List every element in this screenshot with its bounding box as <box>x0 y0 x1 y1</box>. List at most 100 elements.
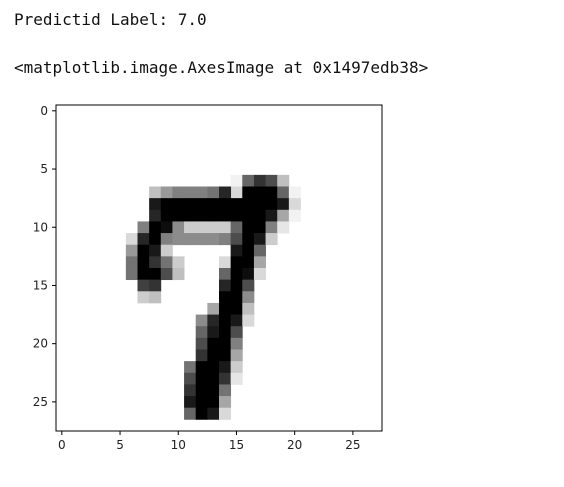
image-pixel <box>230 186 243 199</box>
image-pixel <box>207 221 220 234</box>
image-pixel <box>207 233 220 246</box>
y-tick-label: 25 <box>33 395 48 409</box>
image-pixel <box>172 268 185 281</box>
image-pixel <box>219 279 232 292</box>
image-pixel <box>137 244 150 257</box>
image-pixel <box>195 396 208 409</box>
image-pixel <box>277 209 290 222</box>
image-pixel <box>160 221 173 234</box>
image-pixel <box>160 268 173 281</box>
image-pixel <box>219 337 232 350</box>
image-pixel <box>219 256 232 269</box>
y-axis-ticks: 0 5 10 15 20 25 <box>33 104 56 409</box>
image-pixel <box>172 209 185 222</box>
image-pixel <box>230 314 243 327</box>
prediction-output-line: Predictid Label: 7.0 <box>14 10 207 29</box>
image-pixel <box>219 186 232 199</box>
image-pixel <box>207 384 220 397</box>
image-pixel <box>195 314 208 327</box>
image-pixel <box>230 256 243 269</box>
image-pixel <box>137 279 150 292</box>
image-pixel <box>207 396 220 409</box>
image-pixel <box>207 407 220 420</box>
x-tick-label: 10 <box>171 438 186 452</box>
image-pixel <box>149 233 162 246</box>
image-pixel <box>160 256 173 269</box>
image-pixel <box>149 291 162 304</box>
image-pixel <box>265 221 278 234</box>
image-pixel <box>184 407 197 420</box>
image-pixel <box>207 372 220 385</box>
image-pixel <box>195 384 208 397</box>
image-pixel <box>207 302 220 315</box>
image-pixel <box>137 221 150 234</box>
image-pixel <box>230 268 243 281</box>
y-tick-label: 0 <box>40 104 48 118</box>
image-pixel <box>172 233 185 246</box>
image-pixel <box>137 256 150 269</box>
image-pixel <box>137 291 150 304</box>
image-pixel <box>265 186 278 199</box>
image-pixel <box>230 198 243 211</box>
image-pixel <box>277 221 290 234</box>
image-pixel <box>207 209 220 222</box>
image-pixel <box>184 396 197 409</box>
image-pixel <box>219 396 232 409</box>
image-pixel <box>242 268 255 281</box>
image-pixel <box>253 198 266 211</box>
image-pixel <box>219 209 232 222</box>
image-pixel <box>172 186 185 199</box>
image-pixel <box>160 186 173 199</box>
x-tick-label: 5 <box>116 438 124 452</box>
image-pixel <box>195 407 208 420</box>
image-pixel <box>288 209 301 222</box>
image-pixel <box>219 233 232 246</box>
image-pixel <box>207 361 220 374</box>
image-pixel <box>219 407 232 420</box>
image-pixel <box>242 233 255 246</box>
image-pixel <box>219 349 232 362</box>
plot-svg: 0 5 10 15 20 25 0 5 10 15 20 25 <box>33 104 383 452</box>
image-pixel <box>253 186 266 199</box>
image-pixel <box>184 384 197 397</box>
image-pixel <box>219 198 232 211</box>
image-pixel <box>219 372 232 385</box>
image-pixel <box>195 326 208 339</box>
image-pixel <box>277 198 290 211</box>
image-pixel <box>184 221 197 234</box>
image-pixel <box>207 337 220 350</box>
image-pixel <box>137 233 150 246</box>
image-pixel <box>242 198 255 211</box>
axes-frame <box>55 104 383 432</box>
image-pixel <box>230 326 243 339</box>
image-pixel <box>253 268 266 281</box>
x-tick-label: 20 <box>287 438 302 452</box>
image-pixel <box>125 268 138 281</box>
image-pixel <box>230 291 243 304</box>
axesimage-repr-line: <matplotlib.image.AxesImage at 0x1497edb… <box>14 58 429 77</box>
image-pixel <box>242 256 255 269</box>
image-pixel <box>195 198 208 211</box>
x-axis-ticks: 0 5 10 15 20 25 <box>58 431 361 452</box>
image-pixel <box>219 221 232 234</box>
image-pixel <box>149 209 162 222</box>
image-pixels <box>125 174 301 420</box>
image-pixel <box>253 174 266 187</box>
image-pixel <box>195 186 208 199</box>
image-pixel <box>230 361 243 374</box>
image-pixel <box>242 174 255 187</box>
image-pixel <box>195 372 208 385</box>
image-pixel <box>242 186 255 199</box>
image-pixel <box>219 384 232 397</box>
image-pixel <box>230 279 243 292</box>
image-pixel <box>230 233 243 246</box>
y-tick-label: 5 <box>40 162 48 176</box>
image-pixel <box>184 198 197 211</box>
image-pixel <box>125 244 138 257</box>
image-pixel <box>265 209 278 222</box>
image-pixel <box>195 337 208 350</box>
image-pixel <box>149 244 162 257</box>
image-pixel <box>207 326 220 339</box>
image-pixel <box>137 268 150 281</box>
image-pixel <box>184 209 197 222</box>
